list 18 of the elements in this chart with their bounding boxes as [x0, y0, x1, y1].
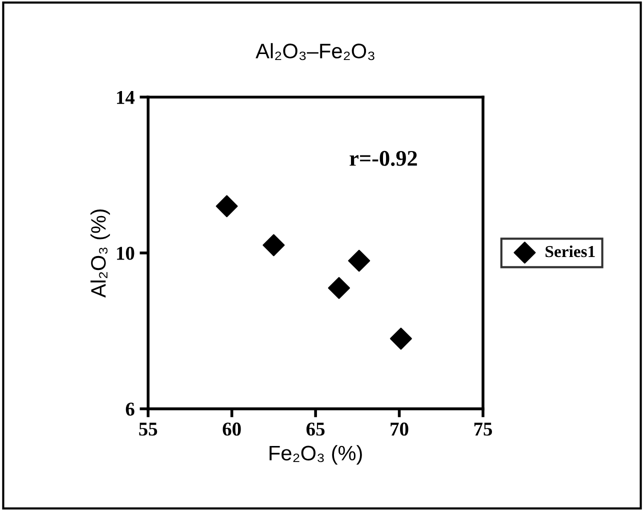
annotation: r=-0.92	[350, 150, 417, 166]
point	[262, 234, 285, 256]
x-axis-title: Fe₂O₃ (%)	[270, 445, 362, 465]
y-tick-label: 14	[117, 91, 135, 104]
x-tick-label: 55	[139, 422, 158, 436]
x-tick-label: 70	[390, 422, 408, 436]
point	[328, 277, 350, 300]
x-tick-label: 60	[222, 422, 241, 436]
chart-title: Al₂O₃–Fe₂O₃	[256, 43, 374, 60]
point	[348, 250, 370, 272]
point	[390, 328, 412, 350]
point	[216, 195, 238, 218]
x-tick-label: 75	[474, 422, 492, 436]
y-tick-label: 10	[117, 246, 134, 260]
y-tick-label: 6	[126, 402, 134, 416]
legend-label: Series1	[546, 245, 595, 258]
x-tick-label: 65	[306, 422, 325, 436]
y-axis-title: Al₂O₃ (%)	[90, 209, 110, 298]
